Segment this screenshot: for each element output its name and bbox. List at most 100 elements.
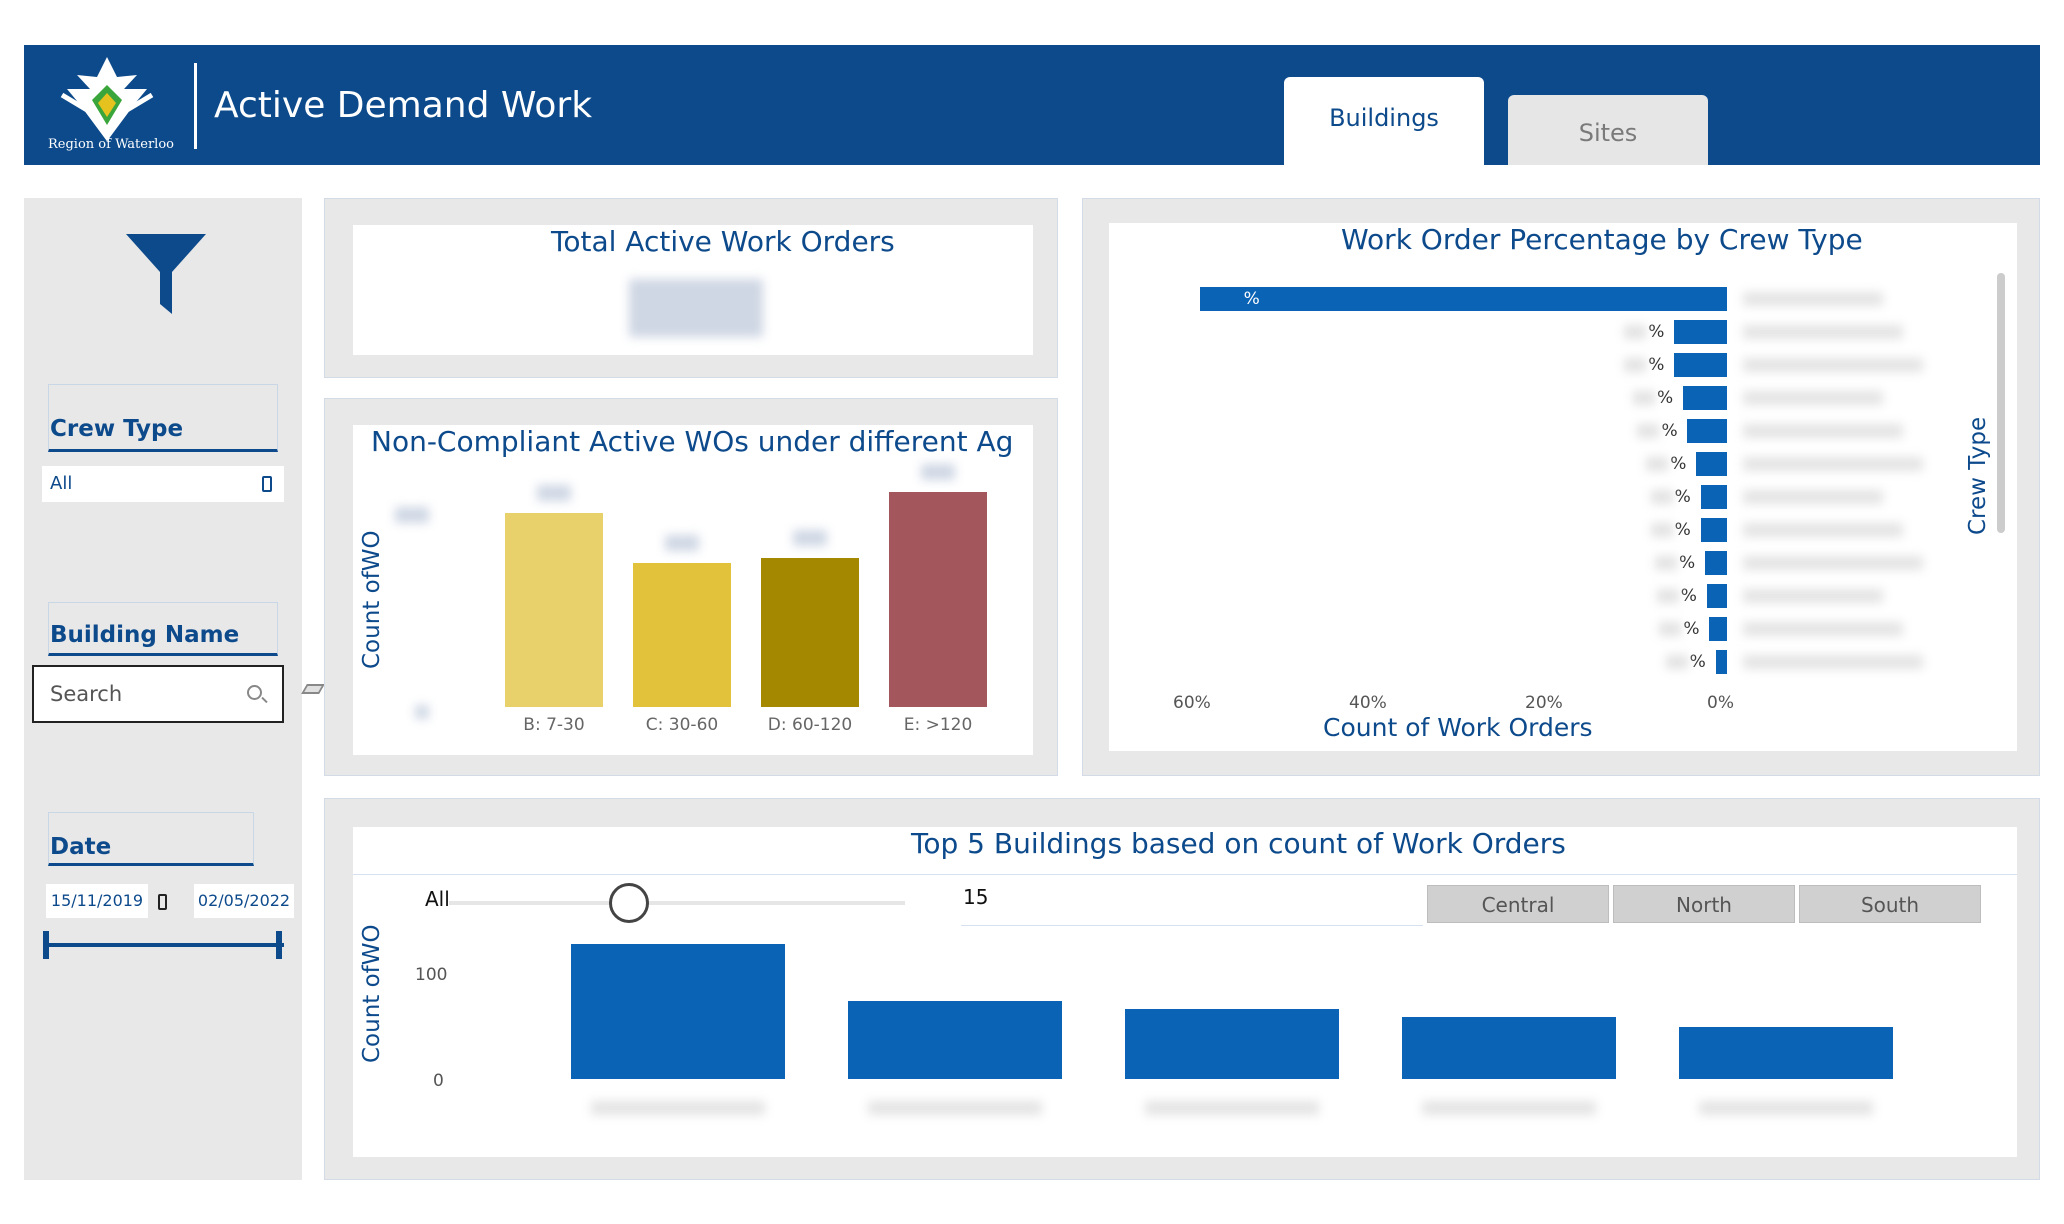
crew-type-dropdown[interactable]: All [42, 466, 284, 502]
redacted-y-tick [415, 705, 429, 719]
crew-bar [1705, 551, 1727, 575]
data-label: % [1674, 487, 1691, 507]
redacted-data-label [793, 529, 827, 546]
redacted-y-tick [395, 507, 429, 523]
region-of-waterloo-logo-icon [60, 57, 154, 142]
redacted-building-name [1699, 1101, 1873, 1115]
filter-pane: Crew Type All Building Name Search Date … [24, 198, 325, 1180]
top-n-slider-track[interactable] [449, 901, 905, 905]
crew-bar [1683, 386, 1727, 410]
crew-chart-card: Work Order Percentage by Crew Type %%%%%… [1109, 223, 2017, 751]
total-work-orders-card: Total Active Work Orders [353, 225, 1033, 355]
data-label: % [1243, 289, 1260, 309]
crew-chart-scrollbar[interactable] [1997, 273, 2005, 533]
date-range-slider[interactable] [44, 943, 284, 947]
data-label: % [1661, 421, 1678, 441]
search-placeholder: Search [50, 682, 123, 706]
redacted-building-name [868, 1101, 1042, 1115]
redacted-building-name [591, 1101, 765, 1115]
redacted-data-label [1624, 358, 1647, 372]
redacted-data-label [1665, 655, 1688, 669]
crew-bar [1696, 452, 1727, 476]
search-icon[interactable] [247, 685, 262, 700]
header-divider [194, 63, 197, 149]
building-bar [571, 943, 785, 1079]
total-work-orders-title: Total Active Work Orders [551, 225, 895, 258]
data-label: % [1680, 586, 1697, 606]
crew-type-title-box [48, 384, 278, 452]
building-bar [1402, 1016, 1616, 1079]
dropdown-icon[interactable] [262, 476, 272, 492]
crew-chart-x-axis-title: Count of Work Orders [1323, 713, 1593, 742]
building-name-title: Building Name [50, 622, 240, 648]
data-label: % [1689, 652, 1706, 672]
x-tick-label: C: 30-60 [645, 715, 719, 735]
redacted-category-label [1743, 358, 1923, 372]
slider-min-label: All [425, 887, 450, 911]
age-bar [633, 563, 731, 707]
top-buildings-y-axis-title: Count ofWO [359, 924, 385, 1063]
redacted-category-label [1743, 391, 1883, 405]
data-label: % [1670, 454, 1687, 474]
age-chart-card: Non-Compliant Active WOs under different… [353, 425, 1033, 755]
age-chart-title: Non-Compliant Active WOs under different… [371, 425, 1014, 458]
building-name-title-box [48, 602, 278, 656]
crew-bar [1687, 419, 1727, 443]
x-tick-label: 60% [1173, 693, 1211, 713]
redacted-category-label [1743, 589, 1883, 603]
date-slider-end-handle[interactable] [276, 931, 282, 959]
building-bar [1679, 1027, 1893, 1079]
crew-bar [1700, 518, 1727, 542]
region-south-button[interactable]: South [1799, 885, 1981, 923]
date-end-input[interactable]: 02/05/2022 [194, 884, 294, 918]
crew-type-value: All [50, 473, 73, 494]
redacted-data-label [1656, 589, 1679, 603]
date-start-input[interactable]: 15/11/2019 [46, 884, 148, 918]
total-work-orders-panel: Total Active Work Orders [324, 198, 1058, 378]
crew-bar [1706, 584, 1727, 608]
crew-chart-title: Work Order Percentage by Crew Type [1341, 223, 1863, 256]
data-label: % [1648, 355, 1665, 375]
top-n-slider-handle[interactable] [609, 883, 649, 923]
logo-text: Region of Waterloo [48, 137, 174, 152]
redacted-category-label [1743, 424, 1903, 438]
redacted-category-label [1743, 490, 1883, 504]
x-tick-label: 0% [1707, 693, 1734, 713]
tab-buildings[interactable]: Buildings [1284, 77, 1484, 165]
x-tick-label: D: 60-120 [767, 715, 853, 735]
crew-bar [1715, 650, 1727, 674]
x-tick-label: E: >120 [903, 715, 973, 735]
data-label: % [1648, 322, 1665, 342]
crew-chart-scrollbar-thumb[interactable] [1997, 273, 2005, 533]
redacted-data-label [1624, 325, 1647, 339]
data-label: % [1683, 619, 1700, 639]
age-bar [889, 491, 987, 707]
redacted-data-label [1650, 490, 1673, 504]
data-label: % [1679, 553, 1696, 573]
y-tick-label: 100 [415, 965, 448, 985]
x-tick-label: 40% [1349, 693, 1387, 713]
clear-selections-icon[interactable] [301, 684, 325, 694]
redacted-category-label [1743, 457, 1923, 471]
redacted-category-label [1743, 325, 1903, 339]
region-north-button[interactable]: North [1613, 885, 1795, 923]
y-tick-label: 0 [433, 1071, 444, 1091]
page-title: Active Demand Work [214, 85, 593, 126]
age-chart-y-axis-title: Count ofWO [359, 530, 385, 669]
redacted-building-name [1145, 1101, 1319, 1115]
funnel-icon [126, 234, 206, 314]
redacted-data-label [1655, 556, 1678, 570]
date-slider-start-handle[interactable] [43, 931, 49, 959]
top-n-value[interactable]: 15 [963, 885, 989, 909]
tab-sites[interactable]: Sites [1508, 95, 1708, 165]
building-search-input[interactable]: Search [32, 665, 284, 723]
region-central-button[interactable]: Central [1427, 885, 1609, 923]
redacted-total-value [629, 279, 763, 337]
crew-bar [1674, 320, 1727, 344]
redacted-data-label [665, 535, 699, 552]
age-chart-panel: Non-Compliant Active WOs under different… [324, 398, 1058, 776]
calendar-icon[interactable] [158, 894, 167, 910]
redacted-data-label [1659, 622, 1682, 636]
date-title-box [48, 812, 254, 866]
crew-bar [1674, 353, 1727, 377]
